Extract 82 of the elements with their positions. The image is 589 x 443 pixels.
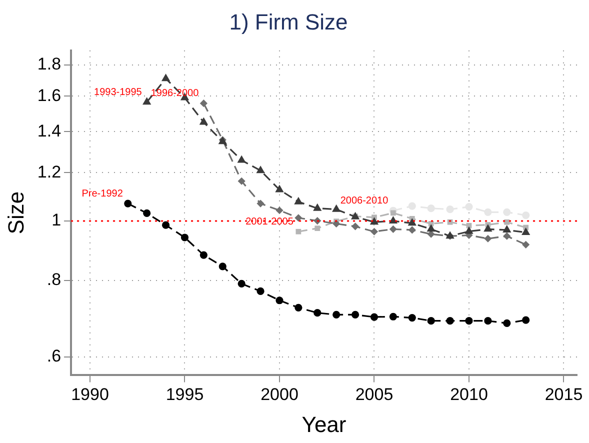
- point: [218, 262, 226, 270]
- point: [276, 206, 284, 214]
- point: [142, 97, 152, 105]
- point: [370, 217, 379, 225]
- point: [294, 196, 303, 204]
- point: [276, 296, 284, 304]
- point: [446, 206, 454, 214]
- annotation: 1993-1995: [94, 86, 142, 98]
- point: [351, 310, 360, 319]
- y-tick-label: 1.2: [37, 162, 62, 182]
- point: [143, 209, 151, 217]
- point: [180, 234, 189, 242]
- point: [522, 240, 530, 248]
- point: [256, 200, 264, 208]
- point: [200, 100, 208, 108]
- point: [465, 203, 473, 211]
- point: [503, 232, 511, 240]
- point: [388, 216, 398, 224]
- point: [390, 210, 396, 216]
- point: [275, 184, 284, 192]
- point: [238, 280, 246, 288]
- y-tick-label: .8: [46, 270, 62, 290]
- y-tick-label: 1.4: [37, 121, 62, 140]
- point: [294, 304, 302, 312]
- point: [256, 287, 264, 296]
- point: [332, 204, 341, 212]
- point: [522, 227, 530, 235]
- point: [503, 208, 511, 216]
- point: [504, 219, 510, 225]
- point: [408, 218, 416, 226]
- point: [408, 226, 416, 234]
- point: [408, 202, 416, 210]
- point: [408, 314, 416, 322]
- point: [426, 224, 436, 232]
- point: [502, 224, 512, 232]
- point: [237, 155, 246, 163]
- point: [503, 319, 511, 327]
- x-tick-label: 1990: [71, 385, 109, 404]
- point: [256, 166, 265, 174]
- y-tick-label: 1.6: [37, 86, 62, 105]
- point: [389, 312, 397, 320]
- x-tick-label: 1995: [166, 385, 204, 404]
- point: [484, 317, 492, 325]
- annotation: 2006-2010: [340, 195, 389, 206]
- point: [370, 313, 378, 321]
- point: [199, 117, 208, 125]
- point: [351, 222, 360, 230]
- point: [314, 226, 320, 232]
- y-tick-label: 1.8: [37, 54, 62, 74]
- y-tick-label: 1: [52, 210, 62, 230]
- point: [294, 214, 302, 222]
- point: [124, 200, 132, 208]
- x-tick-label: 2005: [355, 385, 394, 404]
- point: [484, 208, 492, 216]
- point: [522, 316, 530, 324]
- point: [332, 310, 340, 319]
- point: [389, 225, 397, 233]
- annotation: 2001-2005: [246, 216, 294, 228]
- point: [296, 228, 302, 234]
- point: [314, 309, 322, 317]
- chart-title: 1) Firm Size: [229, 9, 348, 34]
- point: [465, 317, 473, 325]
- point: [484, 224, 492, 232]
- point: [370, 228, 378, 236]
- point: [200, 251, 208, 259]
- point: [162, 221, 170, 229]
- point: [464, 226, 474, 234]
- point: [313, 203, 322, 211]
- y-axis-title: Size: [3, 191, 28, 234]
- y-tick-label: .6: [46, 346, 62, 366]
- annotation: Pre-1992: [82, 188, 124, 200]
- x-tick-label: 2010: [450, 385, 488, 404]
- point: [446, 317, 454, 325]
- x-axis-title: Year: [302, 412, 346, 437]
- point: [484, 234, 492, 242]
- point: [161, 74, 170, 82]
- point: [522, 211, 530, 220]
- point: [238, 177, 246, 185]
- point: [427, 204, 435, 212]
- point: [427, 317, 435, 325]
- x-tick-label: 2015: [544, 385, 583, 404]
- x-tick-label: 2000: [260, 385, 298, 404]
